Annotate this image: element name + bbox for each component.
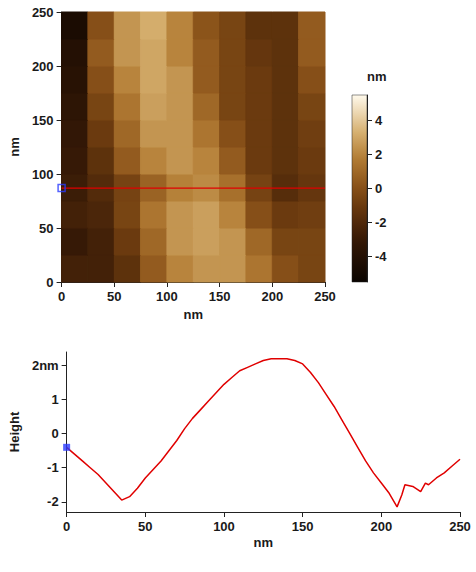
svg-text:-2: -2 xyxy=(375,215,387,230)
svg-text:0: 0 xyxy=(51,426,58,441)
svg-text:nm: nm xyxy=(254,535,274,550)
svg-text:0: 0 xyxy=(46,275,53,290)
svg-text:200: 200 xyxy=(370,519,392,534)
svg-text:-1: -1 xyxy=(47,460,59,475)
svg-text:1: 1 xyxy=(51,392,58,407)
svg-text:0: 0 xyxy=(63,519,70,534)
svg-text:250: 250 xyxy=(314,289,336,304)
svg-text:4: 4 xyxy=(375,113,383,128)
svg-text:100: 100 xyxy=(213,519,235,534)
svg-text:250: 250 xyxy=(449,519,471,534)
svg-text:100: 100 xyxy=(32,167,54,182)
svg-text:2nm: 2nm xyxy=(32,358,59,373)
svg-text:nm: nm xyxy=(184,307,204,322)
svg-text:50: 50 xyxy=(39,221,53,236)
svg-text:150: 150 xyxy=(32,113,54,128)
svg-text:nm: nm xyxy=(367,69,387,84)
svg-text:150: 150 xyxy=(209,289,231,304)
svg-text:-4: -4 xyxy=(375,249,387,264)
svg-text:200: 200 xyxy=(261,289,283,304)
svg-text:50: 50 xyxy=(107,289,121,304)
svg-text:250: 250 xyxy=(32,5,54,20)
svg-text:-2: -2 xyxy=(47,494,59,509)
svg-text:nm: nm xyxy=(7,137,22,157)
svg-text:100: 100 xyxy=(156,289,178,304)
svg-text:0: 0 xyxy=(375,181,382,196)
svg-text:Height: Height xyxy=(7,411,22,452)
svg-text:0: 0 xyxy=(58,289,65,304)
svg-text:150: 150 xyxy=(292,519,314,534)
svg-text:50: 50 xyxy=(138,519,152,534)
svg-text:200: 200 xyxy=(32,59,54,74)
svg-text:2: 2 xyxy=(375,147,382,162)
